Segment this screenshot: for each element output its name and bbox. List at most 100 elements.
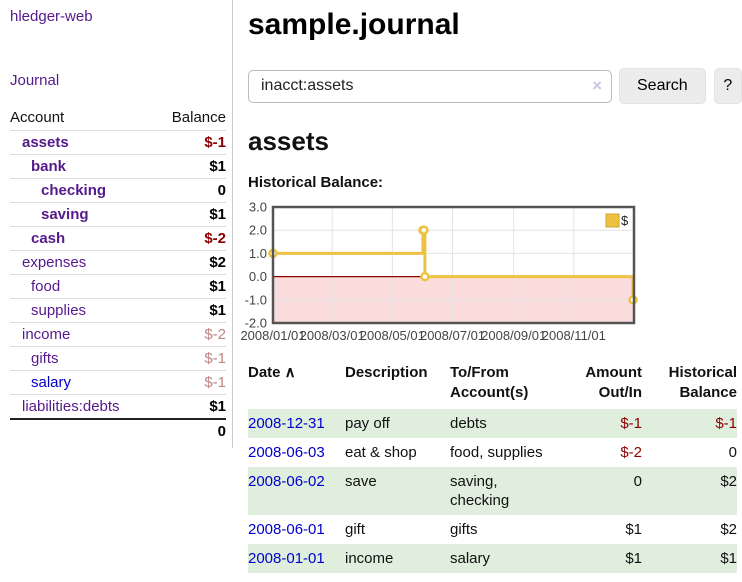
account-link-income[interactable]: income bbox=[22, 326, 71, 343]
transactions-header-row: Date ∧ Description To/From Account(s) Amount… bbox=[248, 363, 737, 409]
account-link-saving[interactable]: saving bbox=[41, 206, 89, 223]
search-input[interactable] bbox=[248, 69, 612, 103]
account-balance: $1 bbox=[154, 274, 226, 299]
transactions-table: Date ∧ Description To/From Account(s) Amount… bbox=[248, 363, 737, 573]
account-link-bank[interactable]: bank bbox=[31, 158, 67, 175]
balance-chart: 3.0 2.0 1.0 0.0 -1.0 -2.02008/01/012008/03/01… bbox=[240, 200, 638, 343]
account-row: liabilities:debts $1 bbox=[10, 394, 226, 419]
account-balance: $-2 bbox=[154, 226, 226, 251]
account-row: food $1 bbox=[10, 274, 226, 299]
account-link-expenses[interactable]: expenses bbox=[22, 254, 87, 271]
sidebar: hledger-web Journal Account Balance asse… bbox=[0, 0, 233, 448]
account-row: supplies $1 bbox=[10, 298, 226, 323]
svg-text:$: $ bbox=[621, 213, 629, 228]
transaction-balance: $-1 bbox=[715, 415, 737, 432]
transaction-balance: $2 bbox=[720, 473, 737, 490]
txn-column-header-amount: Amount Out/In bbox=[585, 364, 642, 401]
transaction-amount: 0 bbox=[633, 473, 642, 490]
account-row: saving $1 bbox=[10, 202, 226, 227]
account-row: expenses $2 bbox=[10, 250, 226, 275]
transaction-description: eat & shop bbox=[345, 444, 417, 461]
account-link-salary[interactable]: salary bbox=[31, 374, 72, 391]
svg-text:2008/05/01: 2008/05/01 bbox=[360, 328, 425, 343]
transaction-accounts: food, supplies bbox=[450, 444, 543, 461]
account-row: assets $-1 bbox=[10, 131, 226, 155]
transaction-balance: $1 bbox=[720, 550, 737, 567]
svg-text:3.0: 3.0 bbox=[249, 200, 267, 215]
account-link-food[interactable]: food bbox=[31, 278, 61, 295]
transaction-accounts: salary bbox=[450, 550, 491, 567]
account-link-supplies[interactable]: supplies bbox=[31, 302, 87, 319]
svg-text:2008/11/01: 2008/11/01 bbox=[542, 328, 606, 343]
sort-ascending-icon: ∧ bbox=[280, 364, 296, 381]
transaction-amount: $1 bbox=[625, 550, 642, 567]
transaction-date-link[interactable]: 2008-12-31 bbox=[248, 415, 325, 432]
account-balance: $1 bbox=[154, 298, 226, 323]
svg-text:0.0: 0.0 bbox=[249, 269, 267, 284]
search-input-wrap: × bbox=[248, 69, 612, 103]
transaction-description: gift bbox=[345, 521, 366, 538]
transaction-date-link[interactable]: 2008-01-01 bbox=[248, 550, 325, 567]
account-balance: $1 bbox=[154, 394, 226, 419]
transaction-amount: $-2 bbox=[620, 444, 642, 461]
transaction-accounts: saving, checking bbox=[450, 473, 510, 509]
clear-search-icon[interactable]: × bbox=[592, 75, 602, 95]
txn-column-header-description: Description bbox=[345, 364, 428, 381]
svg-text:-1.0: -1.0 bbox=[245, 292, 267, 307]
transaction-row: 2008-01-01 income salary $1 $1 bbox=[248, 544, 737, 573]
page-title: sample.journal bbox=[248, 8, 460, 41]
account-balance: $1 bbox=[154, 202, 226, 227]
svg-text:2008/07/01: 2008/07/01 bbox=[420, 328, 485, 343]
accounts-table-body: assets $-1 bank $1 checking 0 saving $1 cash $-2 e… bbox=[10, 131, 226, 419]
transaction-balance: 0 bbox=[728, 444, 737, 461]
account-balance: $2 bbox=[154, 250, 226, 275]
transaction-date-link[interactable]: 2008-06-01 bbox=[248, 521, 325, 538]
transaction-row: 2008-12-31 pay off debts $-1 $-1 bbox=[248, 409, 737, 438]
help-button[interactable]: ? bbox=[713, 68, 742, 104]
account-balance: 0 bbox=[154, 178, 226, 203]
svg-text:2.0: 2.0 bbox=[249, 223, 267, 238]
transaction-balance: $2 bbox=[720, 521, 737, 538]
account-balance: $-1 bbox=[204, 134, 226, 151]
accounts-total-balance: 0 bbox=[154, 418, 226, 443]
account-link-assets[interactable]: assets bbox=[22, 134, 69, 151]
accounts-header-account: Account bbox=[10, 106, 155, 131]
account-row: income $-2 bbox=[10, 322, 226, 347]
account-row: cash $-2 bbox=[10, 226, 226, 251]
account-row: gifts $-1 bbox=[10, 346, 226, 371]
account-row: checking 0 bbox=[10, 178, 226, 203]
account-balance: $-2 bbox=[154, 322, 226, 347]
txn-column-header-date[interactable]: Date ∧ bbox=[248, 364, 296, 381]
account-link-gifts[interactable]: gifts bbox=[31, 350, 59, 367]
transaction-amount: $1 bbox=[625, 521, 642, 538]
account-link-cash[interactable]: cash bbox=[31, 230, 66, 247]
search-bar: × Search ? bbox=[248, 68, 742, 104]
txn-column-header-balance: Historical Balance bbox=[668, 364, 737, 401]
transaction-description: income bbox=[345, 550, 394, 567]
sidebar-item-journal[interactable]: Journal bbox=[10, 72, 60, 89]
transaction-accounts: gifts bbox=[450, 521, 478, 538]
main-content: sample.journal × Search ? assets Histori… bbox=[240, 0, 742, 573]
transaction-description: save bbox=[345, 473, 377, 490]
accounts-header-row: Account Balance bbox=[10, 106, 226, 131]
transaction-description: pay off bbox=[345, 415, 390, 432]
account-balance: $1 bbox=[154, 154, 226, 179]
accounts-table: Account Balance assets $-1 bank $1 checking 0… bbox=[10, 106, 226, 443]
svg-text:2008/03/01: 2008/03/01 bbox=[300, 328, 365, 343]
transaction-date-link[interactable]: 2008-06-03 bbox=[248, 444, 325, 461]
account-heading: assets bbox=[248, 126, 329, 156]
accounts-header-balance: Balance bbox=[154, 106, 226, 131]
svg-text:-2.0: -2.0 bbox=[245, 316, 267, 331]
transaction-accounts: debts bbox=[450, 415, 487, 432]
account-balance: $-1 bbox=[154, 370, 226, 395]
transaction-date-link[interactable]: 2008-06-02 bbox=[248, 473, 325, 490]
search-button[interactable]: Search bbox=[619, 68, 706, 104]
svg-text:2008/09/01: 2008/09/01 bbox=[481, 328, 546, 343]
accounts-total-row: 0 bbox=[10, 418, 226, 443]
app-title-link[interactable]: hledger-web bbox=[10, 8, 93, 25]
chart-title: Historical Balance: bbox=[248, 174, 384, 191]
transaction-amount: $-1 bbox=[620, 415, 642, 432]
account-row: bank $1 bbox=[10, 154, 226, 179]
account-link-checking[interactable]: checking bbox=[41, 182, 107, 199]
account-link-liabilities-debts[interactable]: liabilities:debts bbox=[22, 398, 120, 415]
